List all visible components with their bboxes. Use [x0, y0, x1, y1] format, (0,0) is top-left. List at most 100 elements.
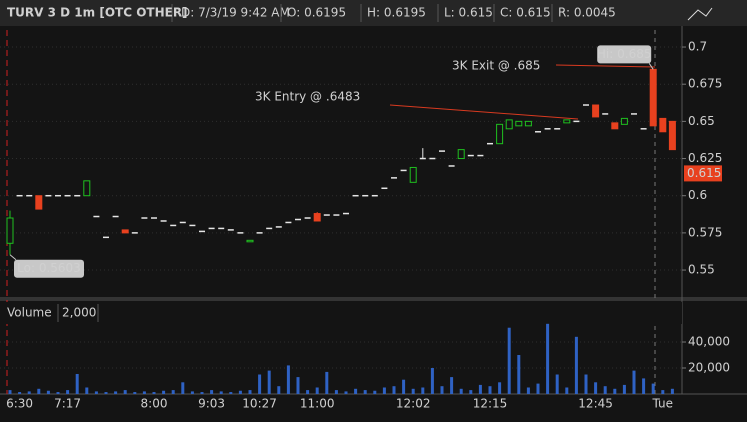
volume-bar	[363, 390, 367, 394]
volume-bar	[498, 382, 502, 394]
header-field: O: 0.6195	[287, 6, 346, 20]
candle-body	[611, 122, 619, 130]
volume-bar	[526, 387, 530, 394]
volume-bar	[642, 378, 646, 394]
y-tick-label: 0.675	[688, 77, 722, 91]
volume-bar	[190, 391, 194, 394]
volume-bar	[565, 387, 569, 394]
hi-pointer	[648, 63, 654, 70]
volume-bar	[459, 388, 463, 394]
volume-bar	[286, 365, 290, 394]
volume-bar	[488, 386, 492, 394]
volume-bar	[133, 392, 137, 394]
volume-bar	[517, 355, 521, 394]
x-tick-label: 12:45	[578, 397, 613, 411]
candle-body	[515, 120, 523, 127]
annotation-line	[389, 104, 579, 120]
last-price: 0.615	[687, 166, 721, 180]
volume-bar	[555, 374, 559, 394]
volume-bar	[229, 392, 233, 394]
volume-bar	[56, 392, 60, 394]
volume-bar	[344, 391, 348, 394]
annotation: 3K Exit @ .685	[452, 59, 540, 73]
volume-bar	[37, 388, 41, 394]
hi-label-box	[597, 45, 652, 64]
candle-body	[246, 239, 254, 243]
volume-bar	[104, 392, 108, 394]
volume-bar	[536, 383, 540, 394]
candle-body	[457, 149, 465, 160]
candle-body	[592, 104, 600, 118]
volume-bar	[382, 387, 386, 394]
x-tick-label: 7:17	[54, 397, 81, 411]
volume-bar	[277, 386, 281, 394]
candle-body	[6, 217, 14, 244]
volume-bar	[613, 388, 617, 394]
candle-body	[496, 123, 504, 145]
volume-bar	[75, 373, 79, 394]
header-field: D: 7/3/19 9:42 AM	[181, 6, 290, 20]
volume-bar	[411, 388, 415, 394]
volume-header	[0, 302, 682, 324]
volume-bar	[670, 388, 674, 394]
volume-bar	[325, 371, 329, 394]
header-field: H: 0.6195	[367, 6, 426, 20]
candle-body	[121, 229, 129, 234]
annotation-line	[555, 64, 656, 68]
volume-bar	[219, 391, 223, 394]
volume-bar	[334, 390, 338, 394]
candle-body	[409, 166, 417, 183]
style-icon[interactable]	[687, 7, 713, 21]
volume-bar	[315, 387, 319, 394]
header-bar	[0, 0, 747, 26]
volume-bar	[248, 390, 252, 394]
volume-bar	[94, 391, 98, 394]
candle-body	[668, 120, 676, 151]
volume-bar	[258, 374, 262, 394]
header-field: L: 0.615	[444, 6, 493, 20]
lo-label-box	[14, 259, 84, 278]
volume-bar	[430, 368, 434, 394]
volume-bar	[8, 390, 12, 394]
volume-value: 2,000	[62, 306, 96, 320]
candle-body	[313, 213, 321, 222]
volume-bar	[622, 384, 626, 394]
x-tick-label: 10:27	[242, 397, 277, 411]
volume-bar	[296, 377, 300, 394]
volume-bar	[546, 323, 550, 394]
volume-bar	[632, 370, 636, 394]
volume-bar	[85, 387, 89, 394]
volume-bar	[152, 392, 156, 394]
volume-bar	[603, 386, 607, 394]
x-tick-label: 12:15	[473, 397, 508, 411]
volume-bar	[238, 390, 242, 394]
header-corner	[682, 0, 747, 26]
lo-pointer	[9, 254, 17, 261]
annotation: 3K Entry @ .6483	[255, 90, 360, 104]
y-tick-label: 0.65	[688, 114, 715, 128]
y-tick-label: 0.55	[688, 263, 715, 277]
symbol: TURV 3 D 1m [OTC OTHER]	[7, 6, 188, 20]
volume-bar	[114, 391, 118, 394]
volume-bar	[306, 390, 310, 394]
candle-body	[659, 117, 667, 133]
volume-bar	[373, 390, 377, 394]
candle-body	[505, 119, 513, 130]
last-price-box	[684, 165, 722, 182]
x-tick-label: 8:00	[141, 397, 168, 411]
volume-bar	[200, 392, 204, 394]
volume-bar	[46, 390, 50, 394]
lo-label: Lo: 0.5603	[17, 261, 81, 275]
volume-bar	[66, 390, 70, 394]
volume-bar	[210, 390, 214, 394]
candle-body	[35, 195, 43, 210]
volume-bar	[450, 377, 454, 394]
x-tick-label: 12:02	[396, 397, 431, 411]
volume-bar	[651, 383, 655, 394]
y-tick-label: 0.625	[688, 151, 722, 165]
volume-bar	[507, 327, 511, 394]
candle-body	[649, 68, 657, 127]
volume-bar	[162, 390, 166, 394]
